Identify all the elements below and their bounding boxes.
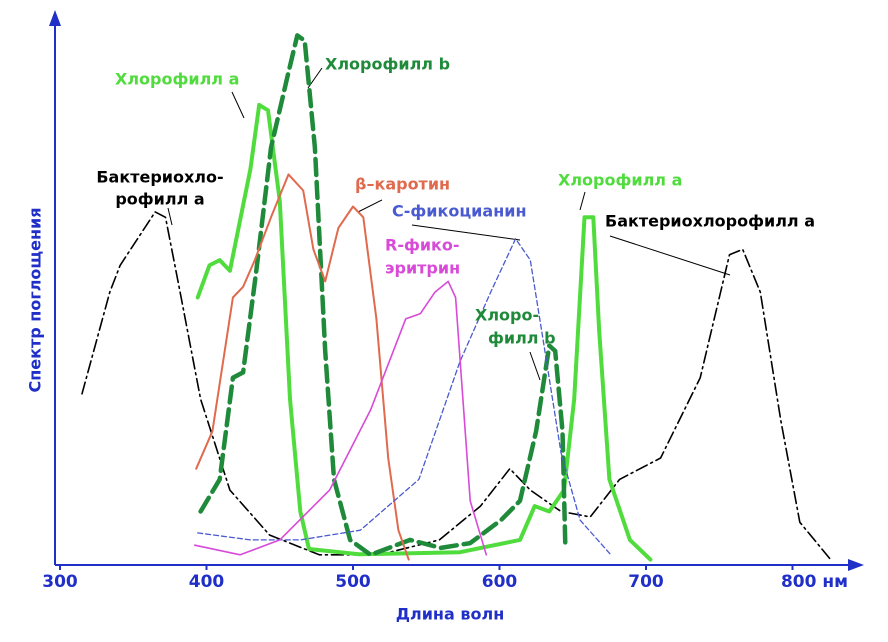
y-axis-arrow — [49, 10, 61, 26]
series-line — [81, 211, 832, 561]
series-line — [197, 238, 612, 556]
series-line — [195, 173, 410, 561]
series-label: С-фикоцианин — [392, 202, 527, 221]
series-line — [195, 102, 653, 562]
x-axis-title: Длина волн — [396, 605, 505, 624]
leader — [167, 207, 173, 226]
series-label: R-фико- — [385, 236, 460, 255]
x-axis-arrow — [848, 559, 864, 571]
leader — [411, 224, 521, 241]
annotation: Хлоро- — [475, 306, 539, 325]
annotation: филл b — [488, 329, 556, 348]
series-label: эритрин — [385, 259, 460, 278]
x-tick-label: 400 — [189, 572, 225, 592]
leader — [579, 191, 586, 211]
leader — [357, 199, 383, 213]
annotation: Хлорофилл а — [558, 171, 682, 190]
x-tick-label: 500 — [335, 572, 371, 592]
series-label: Бактериохлорофилл а — [605, 212, 815, 231]
leader — [529, 351, 541, 381]
y-axis-title: Спектр поглощения — [26, 208, 45, 393]
series-line — [198, 33, 568, 558]
x-tick-label: 700 — [628, 572, 664, 592]
series-label: Хлорофилл b — [325, 55, 450, 74]
series-label: β–каротин — [355, 175, 450, 194]
x-tick-label: 800 нм — [781, 572, 848, 592]
annotation: рофилл а — [115, 190, 204, 209]
x-tick-label: 300 — [42, 572, 78, 592]
x-tick-label: 600 — [482, 572, 518, 592]
series-label: Хлорофилл а — [115, 70, 239, 89]
leader — [231, 91, 245, 119]
leader — [609, 235, 731, 276]
annotation: Бактериохло- — [96, 168, 223, 187]
leader-lines — [167, 67, 731, 381]
series-line — [194, 280, 488, 556]
